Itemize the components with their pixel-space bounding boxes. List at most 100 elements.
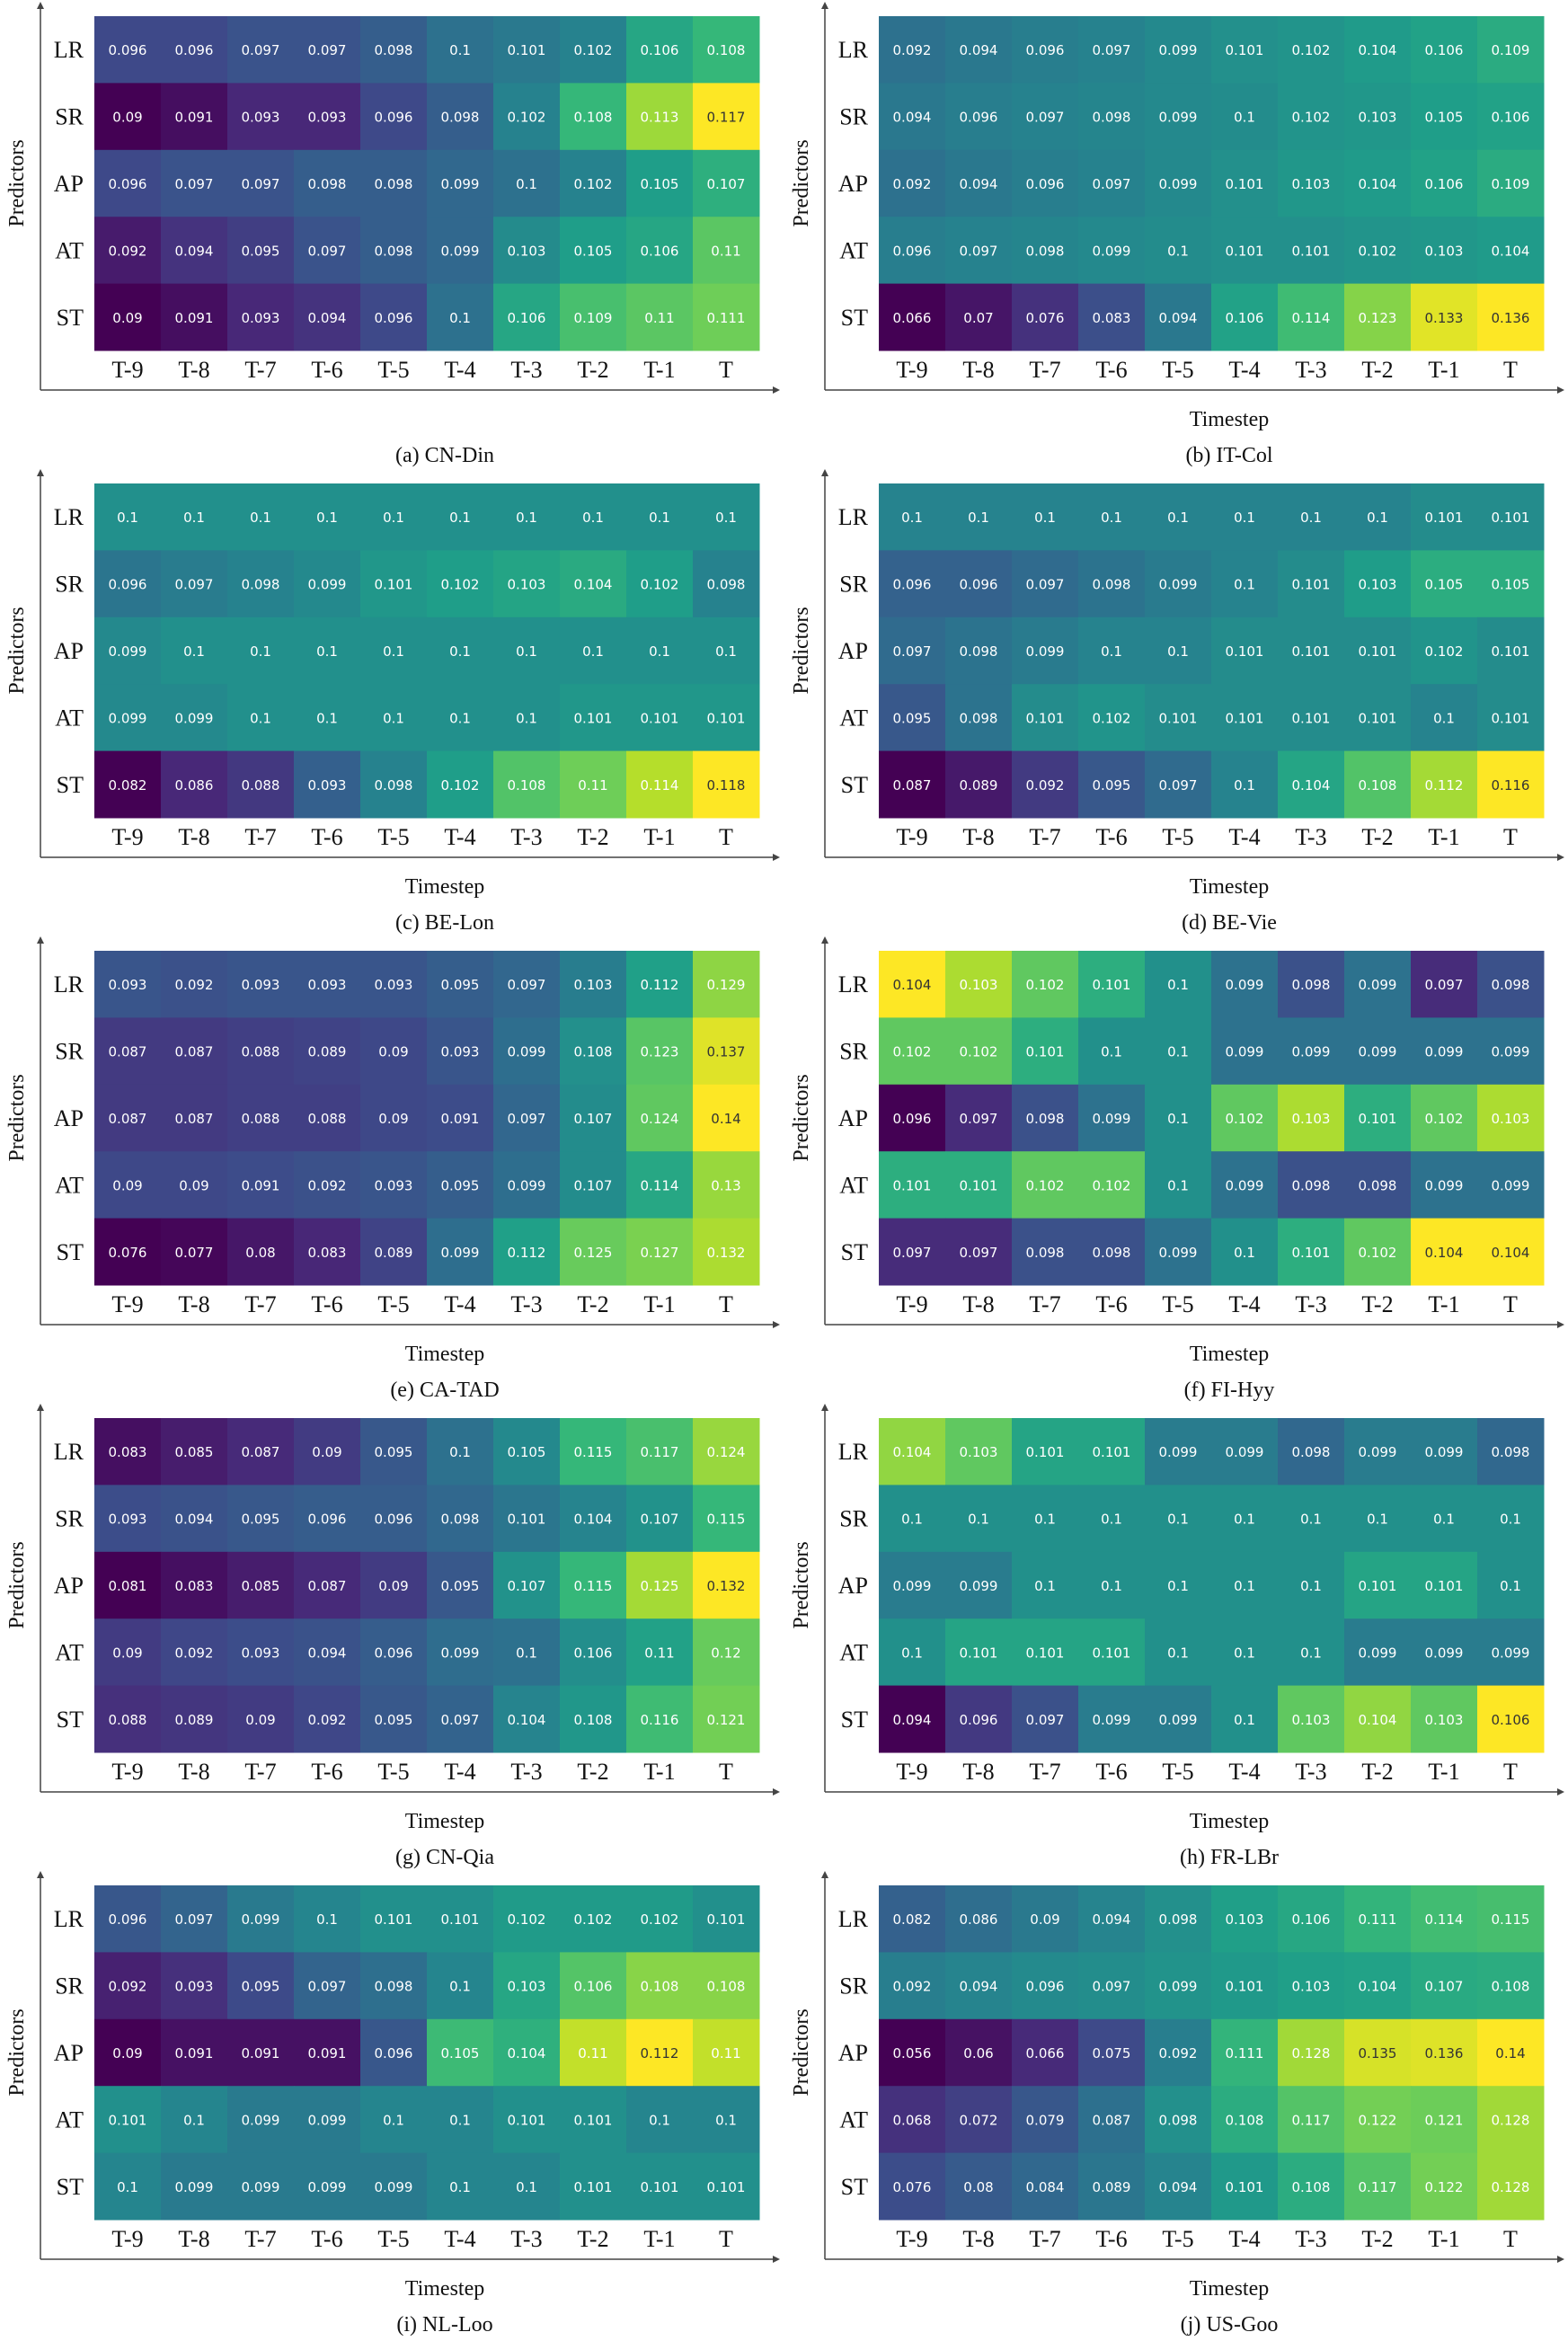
cell-value-label: 0.122 xyxy=(1359,2112,1397,2128)
heatmap-cell xyxy=(1078,1017,1146,1086)
cell-value-label: 0.099 xyxy=(1359,1645,1397,1661)
heatmap-cell xyxy=(360,1885,428,1953)
heatmap-cell xyxy=(227,2086,295,2154)
row-tick-label: SR xyxy=(55,1039,84,1065)
heatmap-cell xyxy=(427,2152,494,2221)
heatmap-cell xyxy=(227,550,295,618)
heatmap-cell xyxy=(427,1885,494,1953)
heatmap-cell xyxy=(427,483,494,551)
heatmap-cell xyxy=(1411,684,1478,752)
heatmap-cell xyxy=(1411,217,1478,285)
heatmap-cell xyxy=(493,1084,561,1152)
x-axis-title: Timestep xyxy=(1190,875,1269,899)
cell-value-label: 0.104 xyxy=(1492,243,1530,259)
cell-value-label: 0.105 xyxy=(441,2045,480,2062)
heatmap-cell xyxy=(427,1151,494,1219)
cell-value-label: 0.102 xyxy=(1425,643,1464,660)
heatmap-cell xyxy=(94,550,162,618)
row-tick-label: AP xyxy=(54,1573,84,1599)
heatmap-cell xyxy=(294,684,361,752)
heatmap-cell xyxy=(427,217,494,285)
cell-value-label: 0.136 xyxy=(1425,2045,1464,2062)
cell-value-label: 0.087 xyxy=(242,1444,280,1460)
row-tick-label: SR xyxy=(839,1506,868,1532)
heatmap-cell xyxy=(1078,83,1146,151)
heatmap-cell xyxy=(493,1151,561,1219)
cell-value-label: 0.093 xyxy=(242,977,280,993)
heatmap-cell xyxy=(1078,1885,1146,1953)
cell-value-label: 0.102 xyxy=(508,1911,546,1928)
heatmap-panel: 0.083 0.085 0.087 0.09 0.095 0.1 0.105 0.115 0.1… xyxy=(0,1402,784,1869)
cell-value-label: 0.093 xyxy=(242,310,280,326)
cell-value-label: 0.1 xyxy=(1300,1512,1322,1528)
cell-value-label: 0.1 xyxy=(1433,710,1455,726)
cell-value-label: 0.091 xyxy=(308,2045,347,2062)
cell-value-label: 0.102 xyxy=(1292,42,1331,58)
heatmap-cell xyxy=(1078,483,1146,551)
cell-value-label: 0.102 xyxy=(1359,243,1397,259)
column-tick-label: T-2 xyxy=(1361,824,1393,850)
cell-value-label: 0.1 xyxy=(1167,1512,1189,1528)
heatmap-cell xyxy=(693,83,760,151)
heatmap-cell xyxy=(626,1685,694,1753)
heatmap-cell xyxy=(1211,1885,1279,1953)
heatmap-cell xyxy=(1278,83,1345,151)
cell-value-label: 0.097 xyxy=(893,1245,932,1261)
heatmap-cell xyxy=(879,1084,946,1152)
cell-value-label: 0.088 xyxy=(242,777,280,794)
cell-value-label: 0.1 xyxy=(183,2112,205,2128)
cell-value-label: 0.096 xyxy=(109,577,147,593)
cell-value-label: 0.093 xyxy=(441,1044,480,1060)
heatmap-cell xyxy=(1278,550,1345,618)
cell-value-label: 0.102 xyxy=(641,577,679,593)
cell-value-label: 0.14 xyxy=(711,1111,740,1127)
heatmap-cell xyxy=(626,1485,694,1553)
heatmap-cell xyxy=(879,550,946,618)
cell-value-label: 0.1 xyxy=(1433,1512,1455,1528)
heatmap-cell xyxy=(945,1151,1013,1219)
cell-value-label: 0.093 xyxy=(308,110,347,126)
cell-value-label: 0.101 xyxy=(1026,1444,1065,1460)
cell-value-label: 0.109 xyxy=(1492,176,1530,192)
column-tick-label: T-6 xyxy=(1095,1759,1127,1785)
heatmap-cell xyxy=(493,1618,561,1687)
cell-value-label: 0.101 xyxy=(1492,510,1530,526)
heatmap-cell xyxy=(360,283,428,351)
heatmap-cell xyxy=(945,1017,1013,1086)
heatmap-cell xyxy=(1012,83,1079,151)
heatmap-cell xyxy=(879,1618,946,1687)
heatmap-cell xyxy=(879,750,946,819)
heatmap-cell xyxy=(879,951,946,1018)
heatmap-cell xyxy=(427,1551,494,1619)
y-axis-arrow-icon xyxy=(821,469,828,476)
heatmap-panel: 0.1 0.1 0.1 0.1 0.1 0.1 0.1 0.1 0.1 0.1 0.096 0.097… xyxy=(0,467,784,935)
heatmap-cell xyxy=(1344,283,1412,351)
heatmap-cell xyxy=(1278,1485,1345,1553)
cell-value-label: 0.1 xyxy=(316,1911,338,1928)
heatmap-cell xyxy=(1278,1218,1345,1286)
cell-value-label: 0.101 xyxy=(641,710,679,726)
cell-value-label: 0.097 xyxy=(1026,577,1065,593)
cell-value-label: 0.114 xyxy=(641,1177,679,1193)
heatmap-cell xyxy=(294,616,361,685)
heatmap-panel: 0.1 0.1 0.1 0.1 0.1 0.1 0.1 0.1 0.101 0.101 0.096 0… xyxy=(784,467,1568,935)
cell-value-label: 0.099 xyxy=(1159,1979,1198,1995)
cell-value-label: 0.101 xyxy=(574,710,613,726)
y-axis-arrow-icon xyxy=(821,1404,828,1411)
column-tick-label: T-9 xyxy=(111,357,143,383)
cell-value-label: 0.083 xyxy=(109,1444,147,1460)
cell-value-label: 0.087 xyxy=(109,1044,147,1060)
heatmap-cell xyxy=(1145,83,1212,151)
cell-value-label: 0.107 xyxy=(1425,1979,1464,1995)
row-tick-label: AP xyxy=(54,638,84,664)
cell-value-label: 0.099 xyxy=(441,1245,480,1261)
heatmap-cell xyxy=(693,217,760,285)
cell-value-label: 0.076 xyxy=(1026,310,1065,326)
heatmap-cell xyxy=(161,1952,228,2020)
heatmap-cell xyxy=(1211,550,1279,618)
cell-value-label: 0.101 xyxy=(375,577,413,593)
cell-value-label: 0.096 xyxy=(308,1512,347,1528)
heatmap-cell xyxy=(360,83,428,151)
heatmap-cell xyxy=(560,951,627,1018)
cell-value-label: 0.094 xyxy=(1093,1911,1131,1928)
